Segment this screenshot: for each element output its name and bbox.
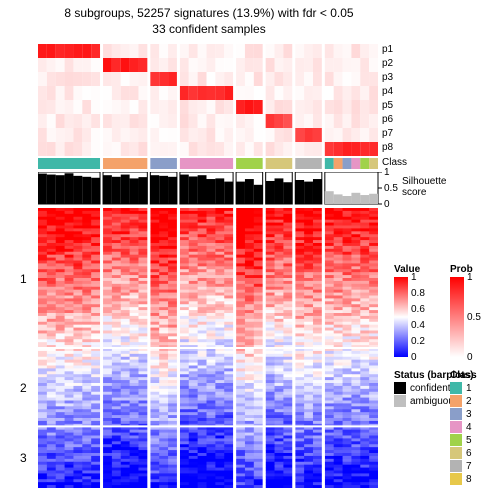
legend-tick: 0.8 xyxy=(411,288,425,299)
prob-row-label: p4 xyxy=(382,86,393,97)
prob-row-label: p1 xyxy=(382,44,393,55)
legend-item: 2 xyxy=(450,395,477,407)
legend-item: 6 xyxy=(450,447,477,459)
prob-row-label: p8 xyxy=(382,142,393,153)
heatmap-rowgroup-label: 3 xyxy=(20,451,27,465)
legend-item: 3 xyxy=(450,408,477,420)
silhouette-panel xyxy=(38,172,402,206)
title-line-2: 33 confident samples xyxy=(0,22,418,36)
silhouette-tick: 0 xyxy=(384,199,390,210)
prob-row-label: p5 xyxy=(382,100,393,111)
heatmap-rowgroup-label: 2 xyxy=(20,381,27,395)
prob-row-label: p2 xyxy=(382,58,393,69)
silhouette-tick: 1 xyxy=(384,167,390,178)
legend-tick: 1 xyxy=(411,272,417,283)
legend-value: Value 10.80.60.40.20 xyxy=(394,264,433,357)
legend-item: 8 xyxy=(450,473,477,485)
prob-row-label: p6 xyxy=(382,114,393,125)
heatmap-rowgroup-label: 1 xyxy=(20,272,27,286)
legend-tick: 0.6 xyxy=(411,304,425,315)
prob-row-label: p3 xyxy=(382,72,393,83)
legend-class: Class 12345678 xyxy=(450,370,477,486)
legend-tick: 0.4 xyxy=(411,320,425,331)
legend-tick: 0 xyxy=(411,352,417,363)
prob-matrix xyxy=(38,44,378,156)
legend-item: 5 xyxy=(450,434,477,446)
legend-item: 4 xyxy=(450,421,477,433)
legend-item: 1 xyxy=(450,382,477,394)
silhouette-tick: 0.5 xyxy=(384,183,398,194)
legend-tick: 0.5 xyxy=(467,312,481,323)
legend-item: 7 xyxy=(450,460,477,472)
legend-prob: Prob 10.50 xyxy=(450,264,489,357)
legend-tick: 1 xyxy=(467,272,473,283)
legend-tick: 0.2 xyxy=(411,336,425,347)
prob-row-label: p7 xyxy=(382,128,393,139)
class-bar xyxy=(38,158,378,169)
silhouette-label: Silhouette score xyxy=(402,176,446,198)
title-line-1: 8 subgroups, 52257 signatures (13.9%) wi… xyxy=(0,6,418,20)
legend-class-title: Class xyxy=(450,370,477,381)
legend-tick: 0 xyxy=(467,352,473,363)
main-heatmap xyxy=(38,208,378,488)
